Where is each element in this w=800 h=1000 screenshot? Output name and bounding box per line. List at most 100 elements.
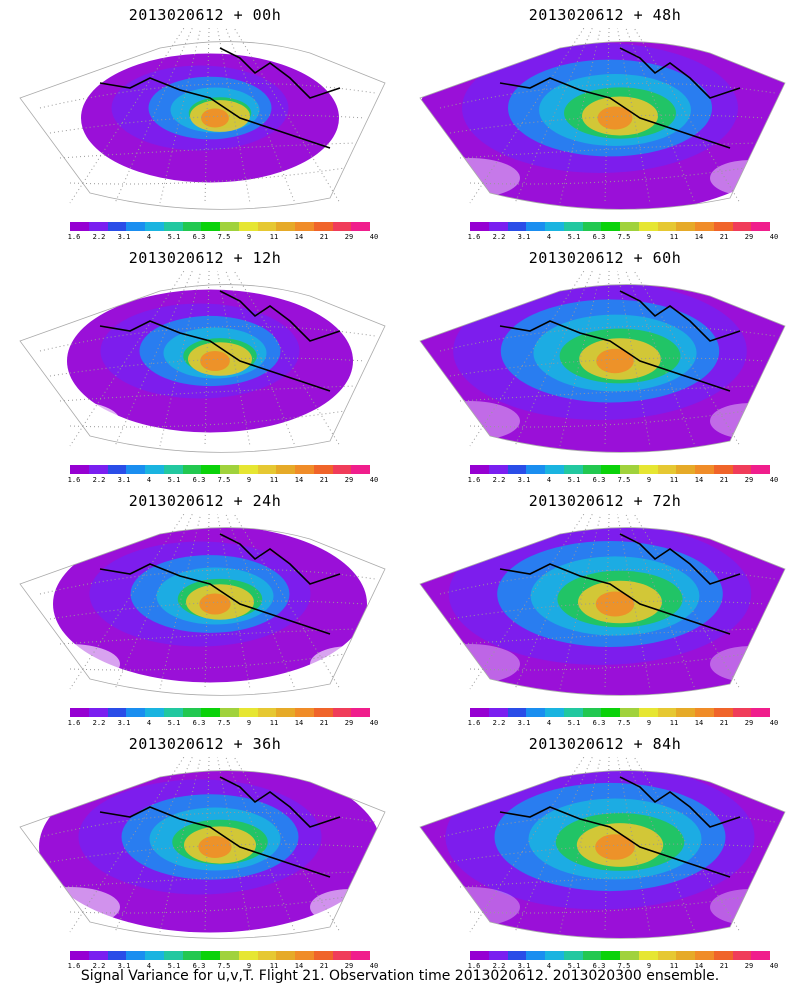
panel-title: 2013020612 + 84h (528, 735, 682, 753)
colorbar-swatch (332, 708, 352, 717)
colorbar-tick-label: 4 (146, 962, 152, 970)
colorbar-tick-label: 21 (719, 476, 729, 484)
colorbar-tick-label: 21 (319, 719, 329, 727)
colorbar-swatch (601, 222, 620, 231)
colorbar-swatch (657, 465, 677, 474)
colorbar-tick-label: 3.1 (117, 962, 131, 970)
colorbar-tick-label: 11 (269, 233, 279, 241)
colorbar-swatch (582, 465, 602, 474)
panel-title: 2013020612 + 36h (128, 735, 282, 753)
colorbar-swatch (601, 951, 620, 960)
colorbar-tick-label: 9 (646, 719, 652, 727)
colorbar-tick-label: 11 (269, 719, 279, 727)
colorbar-swatch (563, 708, 583, 717)
colorbar-swatch (507, 951, 527, 960)
colorbar-swatch (220, 465, 239, 474)
colorbar-swatch (145, 465, 164, 474)
colorbar-tick-label: 2.2 (492, 233, 506, 241)
colorbar-swatch (238, 465, 258, 474)
colorbar-tick-label: 14 (294, 719, 304, 727)
colorbar-swatch (332, 222, 352, 231)
colorbar-swatch (182, 222, 202, 231)
colorbar-swatch (601, 465, 620, 474)
colorbar-tick-label: 5.1 (167, 476, 181, 484)
colorbar-tick-label: 21 (719, 962, 729, 970)
colorbar-swatch (145, 951, 164, 960)
forecast-map (419, 28, 786, 210)
colorbar (70, 951, 370, 960)
colorbar-tick-label: 9 (646, 476, 652, 484)
colorbar-swatch (126, 465, 145, 474)
colorbar-swatch (695, 465, 714, 474)
colorbar-tick-label: 21 (719, 719, 729, 727)
colorbar-tick-label: 1.6 (67, 719, 81, 727)
colorbar-tick-label: 29 (344, 962, 354, 970)
colorbar-swatch (70, 465, 89, 474)
colorbar-swatch (470, 222, 489, 231)
colorbar-tick-label: 3.1 (117, 233, 131, 241)
colorbar-swatch (126, 708, 145, 717)
colorbar-swatch (638, 951, 658, 960)
colorbar-tick-label: 14 (294, 962, 304, 970)
colorbar-tick-label: 4 (146, 233, 152, 241)
colorbar (470, 465, 770, 474)
colorbar-swatch (201, 708, 220, 717)
colorbar-tick-label: 9 (246, 962, 252, 970)
colorbar-swatch (88, 951, 108, 960)
colorbar-tick-label: 2.2 (492, 962, 506, 970)
colorbar-swatch (88, 465, 108, 474)
map-panel: 2013020612 + 60h 1.6 2.2 3.1 4 5.1 6.3 7.5 9 11 14… (410, 243, 800, 484)
colorbar-swatch (470, 708, 489, 717)
map-panel: 2013020612 + 84h 1.6 2.2 3.1 4 5.1 6.3 7.5 9 11 14… (410, 729, 800, 970)
colorbar-swatch (470, 465, 489, 474)
colorbar-swatch (257, 222, 277, 231)
colorbar-swatch (163, 708, 183, 717)
colorbar-swatch (732, 465, 752, 474)
map-panel: 2013020612 + 12h 1.6 2.2 3.1 4 5.1 6.3 7.5 9 11 14… (10, 243, 400, 486)
colorbar-tick-label: 14 (694, 476, 704, 484)
colorbar-tick-label: 1.6 (67, 962, 81, 970)
colorbar-tick-label: 14 (694, 719, 704, 727)
colorbar-swatch (126, 222, 145, 231)
colorbar-swatch (582, 222, 602, 231)
panel-title: 2013020612 + 72h (528, 492, 682, 510)
colorbar-tick-label: 29 (744, 233, 754, 241)
colorbar-swatch (238, 222, 258, 231)
colorbar-tick-label: 6.3 (592, 719, 606, 727)
colorbar-swatch (88, 222, 108, 231)
colorbar-swatch (276, 951, 295, 960)
colorbar-swatch (601, 708, 620, 717)
colorbar-tick-label: 1.6 (67, 476, 81, 484)
colorbar-swatch (313, 465, 333, 474)
colorbar-swatch (351, 951, 370, 960)
colorbar-tick-label: 5.1 (567, 962, 581, 970)
colorbar-tick-label: 14 (294, 476, 304, 484)
colorbar-swatch (526, 708, 545, 717)
colorbar-swatch (488, 708, 508, 717)
colorbar-ticks: 1.6 2.2 3.1 4 5.1 6.3 7.5 9 11 14 21 29 40 (468, 233, 779, 243)
colorbar-swatch (507, 465, 527, 474)
colorbar-swatch (295, 222, 314, 231)
colorbar-swatch (751, 222, 770, 231)
colorbar-swatch (201, 222, 220, 231)
colorbar-swatch (163, 222, 183, 231)
colorbar-swatch (676, 222, 695, 231)
colorbar-tick-label: 7.5 (217, 719, 231, 727)
colorbar-tick-label: 4 (546, 719, 552, 727)
colorbar-swatch (257, 951, 277, 960)
colorbar-swatch (713, 951, 733, 960)
colorbar-ticks: 1.6 2.2 3.1 4 5.1 6.3 7.5 9 11 14 21 29 40 (67, 476, 379, 486)
colorbar-tick-label: 11 (669, 476, 679, 484)
forecast-map (419, 757, 786, 939)
colorbar-tick-label: 4 (146, 476, 152, 484)
colorbar-swatch (751, 708, 770, 717)
colorbar-swatch (238, 951, 258, 960)
colorbar-tick-label: 21 (319, 962, 329, 970)
colorbar-tick-label: 6.3 (592, 233, 606, 241)
panel-title: 2013020612 + 60h (528, 249, 682, 267)
colorbar-tick-label: 4 (546, 962, 552, 970)
colorbar-tick-label: 11 (669, 962, 679, 970)
colorbar-swatch (107, 222, 127, 231)
colorbar-tick-label: 40 (369, 719, 379, 727)
colorbar-swatch (182, 951, 202, 960)
